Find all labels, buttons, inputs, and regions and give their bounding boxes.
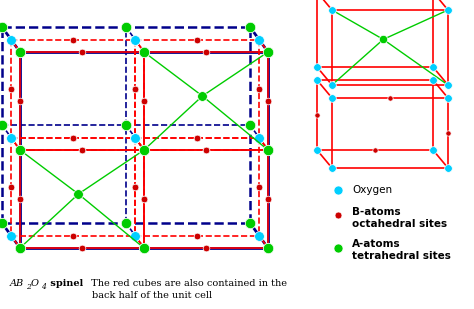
Text: Oxygen: Oxygen xyxy=(352,185,392,195)
Text: A-atoms
tetrahedral sites: A-atoms tetrahedral sites xyxy=(352,239,451,261)
Text: The red cubes are also contained in the: The red cubes are also contained in the xyxy=(88,280,287,289)
Text: back half of the unit cell: back half of the unit cell xyxy=(92,290,212,299)
Text: 4: 4 xyxy=(41,283,46,291)
Text: O: O xyxy=(31,280,39,289)
Text: B-atoms
octahedral sites: B-atoms octahedral sites xyxy=(352,207,447,229)
Text: AB: AB xyxy=(10,280,24,289)
Text: 2: 2 xyxy=(26,283,31,291)
Text: spinel: spinel xyxy=(47,280,83,289)
